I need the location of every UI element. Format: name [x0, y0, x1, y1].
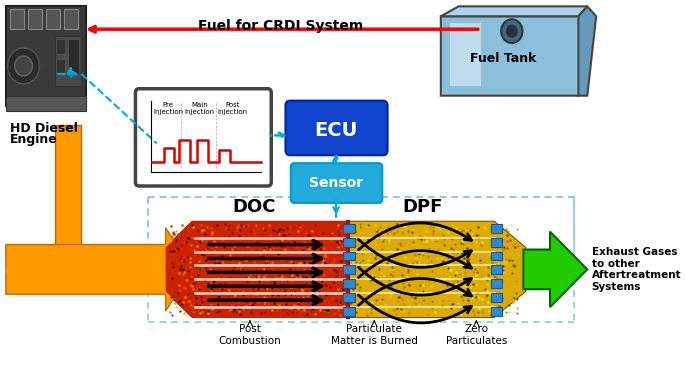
Circle shape — [506, 25, 517, 37]
Bar — [343, 224, 355, 233]
Polygon shape — [166, 222, 525, 317]
Text: HD Diesel: HD Diesel — [10, 122, 78, 135]
Bar — [491, 224, 502, 233]
Bar — [491, 237, 502, 246]
Polygon shape — [166, 222, 347, 317]
Bar — [55, 36, 82, 86]
Bar — [491, 293, 502, 302]
Bar — [343, 266, 355, 275]
Text: ECU: ECU — [314, 121, 358, 140]
Bar — [491, 307, 502, 316]
Bar — [56, 59, 65, 74]
Circle shape — [14, 56, 32, 76]
Polygon shape — [449, 23, 481, 86]
Polygon shape — [6, 228, 192, 311]
Text: Engine: Engine — [10, 134, 58, 146]
Bar — [491, 266, 502, 275]
Text: Main
Injection: Main Injection — [184, 102, 214, 115]
Bar — [68, 39, 79, 74]
Bar — [343, 252, 355, 260]
Text: DOC: DOC — [233, 198, 276, 216]
Circle shape — [8, 48, 40, 84]
Bar — [148, 197, 574, 276]
Bar — [343, 237, 355, 246]
Text: Zero
Particulates: Zero Particulates — [446, 324, 507, 346]
Bar — [46, 9, 60, 29]
Bar — [6, 6, 86, 105]
Polygon shape — [523, 232, 587, 307]
Bar — [55, 125, 82, 245]
Bar — [6, 96, 86, 111]
Polygon shape — [347, 222, 525, 317]
Text: Particulate
Matter is Burned: Particulate Matter is Burned — [331, 324, 418, 346]
Text: Post
Injection: Post Injection — [217, 102, 247, 115]
Polygon shape — [578, 6, 596, 96]
Text: Pre
Injection: Pre Injection — [153, 102, 184, 115]
Text: Fuel for CRDI System: Fuel for CRDI System — [199, 19, 364, 33]
Circle shape — [501, 19, 523, 43]
FancyBboxPatch shape — [291, 163, 382, 203]
FancyBboxPatch shape — [286, 101, 388, 155]
Text: Exhaust Gases: Exhaust Gases — [5, 263, 114, 276]
Bar — [491, 252, 502, 260]
Bar — [491, 279, 502, 288]
Text: Fuel Tank: Fuel Tank — [470, 52, 536, 65]
Bar — [343, 293, 355, 302]
Polygon shape — [441, 16, 587, 96]
Text: DPF: DPF — [403, 198, 443, 216]
Polygon shape — [441, 6, 587, 16]
Bar — [343, 307, 355, 316]
Text: Sensor: Sensor — [309, 176, 363, 190]
Bar — [64, 9, 77, 29]
FancyBboxPatch shape — [136, 89, 271, 186]
Bar — [28, 9, 42, 29]
Text: Post
Combustion: Post Combustion — [219, 324, 282, 346]
Bar — [10, 9, 25, 29]
Bar — [343, 279, 355, 288]
Bar — [56, 39, 65, 54]
Text: Exhaust Gases
to other
Aftertreatment
Systems: Exhaust Gases to other Aftertreatment Sy… — [592, 247, 682, 292]
